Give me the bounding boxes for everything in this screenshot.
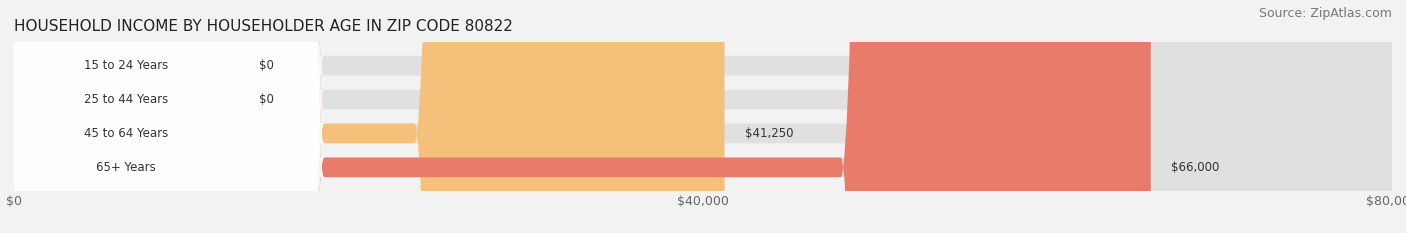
Text: Source: ZipAtlas.com: Source: ZipAtlas.com [1258, 7, 1392, 20]
Text: $66,000: $66,000 [1171, 161, 1220, 174]
FancyBboxPatch shape [14, 0, 1392, 233]
FancyBboxPatch shape [14, 0, 1392, 233]
Text: HOUSEHOLD INCOME BY HOUSEHOLDER AGE IN ZIP CODE 80822: HOUSEHOLD INCOME BY HOUSEHOLDER AGE IN Z… [14, 19, 513, 34]
Text: $0: $0 [259, 59, 274, 72]
Text: $41,250: $41,250 [745, 127, 794, 140]
Text: 65+ Years: 65+ Years [96, 161, 156, 174]
FancyBboxPatch shape [0, 0, 325, 233]
FancyBboxPatch shape [0, 0, 325, 233]
FancyBboxPatch shape [14, 0, 1392, 233]
Text: $0: $0 [259, 93, 274, 106]
FancyBboxPatch shape [14, 0, 1152, 233]
FancyBboxPatch shape [0, 0, 325, 233]
FancyBboxPatch shape [14, 0, 724, 233]
FancyBboxPatch shape [0, 0, 325, 233]
Text: 15 to 24 Years: 15 to 24 Years [84, 59, 169, 72]
FancyBboxPatch shape [0, 0, 325, 233]
FancyBboxPatch shape [14, 0, 1392, 233]
Text: 45 to 64 Years: 45 to 64 Years [84, 127, 169, 140]
FancyBboxPatch shape [0, 0, 325, 233]
Text: 25 to 44 Years: 25 to 44 Years [84, 93, 169, 106]
